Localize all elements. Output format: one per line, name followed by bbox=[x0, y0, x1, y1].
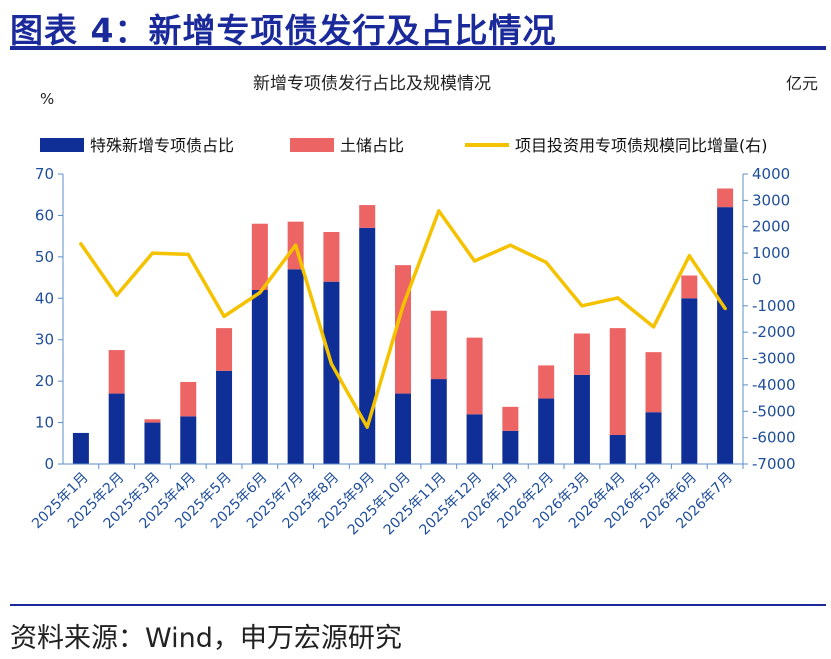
bar-land-reserve-share bbox=[573, 333, 590, 375]
y-tick-label-left: 10 bbox=[35, 414, 54, 432]
bar-special-share bbox=[681, 298, 698, 464]
y-tick-label-right: -2000 bbox=[752, 323, 796, 341]
bar-land-reserve-share bbox=[359, 205, 376, 228]
bar-land-reserve-share bbox=[609, 328, 626, 435]
bar-land-reserve-share bbox=[323, 232, 340, 282]
y-tick-label-left: 0 bbox=[44, 455, 54, 473]
y-tick-label-left: 30 bbox=[35, 331, 54, 349]
bar-land-reserve-share bbox=[466, 337, 483, 415]
bar-land-reserve-share bbox=[144, 419, 161, 423]
bar-land-reserve-share bbox=[645, 352, 662, 413]
y-tick-label-right: -1000 bbox=[752, 297, 796, 315]
y-tick-label-right: -3000 bbox=[752, 350, 796, 368]
line-point bbox=[508, 243, 512, 247]
title-rule bbox=[10, 46, 826, 50]
bar-special-share bbox=[287, 269, 304, 464]
line-point bbox=[687, 254, 691, 258]
y-tick-label-right: 0 bbox=[752, 270, 762, 288]
line-point bbox=[222, 314, 226, 318]
line-series bbox=[79, 209, 727, 429]
bar-special-share bbox=[216, 370, 233, 464]
line-point bbox=[580, 304, 584, 308]
bar-land-reserve-share bbox=[251, 223, 268, 290]
line-point bbox=[258, 291, 262, 295]
bar-land-reserve-share bbox=[430, 310, 447, 380]
line-point bbox=[401, 304, 405, 308]
y-axis-right-label: 亿元 bbox=[786, 74, 818, 93]
bar-special-share bbox=[359, 227, 376, 464]
y-tick-label-left: 40 bbox=[35, 289, 54, 307]
line-point bbox=[544, 260, 548, 264]
line-point bbox=[616, 296, 620, 300]
bar-special-share bbox=[180, 416, 197, 464]
legend-swatch-special bbox=[40, 138, 84, 152]
line-point bbox=[329, 362, 334, 366]
bar-special-share bbox=[645, 412, 662, 464]
y-tick-label-right: -4000 bbox=[752, 376, 796, 394]
legend-label: 特殊新增专项债占比 bbox=[90, 136, 234, 155]
bar-land-reserve-share bbox=[180, 381, 197, 417]
source-note: 资料来源：Wind，申万宏源研究 bbox=[10, 623, 402, 654]
bar-land-reserve-share bbox=[538, 365, 555, 399]
legend: 特殊新增专项债占比 土储占比 项目投资用专项债规模同比增量(右) bbox=[40, 136, 768, 155]
bar-special-share bbox=[538, 398, 555, 464]
line-point bbox=[186, 252, 190, 257]
line-point bbox=[437, 209, 441, 213]
line-point bbox=[150, 251, 155, 255]
y-tick-label-right: 1000 bbox=[752, 244, 790, 262]
y-tick-label-right: 2000 bbox=[752, 218, 790, 236]
bar-special-share bbox=[395, 393, 411, 464]
y-tick-label-left: 70 bbox=[35, 165, 54, 183]
bar-special-share bbox=[430, 379, 447, 464]
bar-special-share bbox=[144, 422, 161, 464]
bar-special-share bbox=[466, 414, 483, 464]
bar-land-reserve-share bbox=[681, 275, 698, 299]
bar-special-share bbox=[573, 374, 590, 464]
line-point bbox=[723, 306, 727, 311]
bar-special-share bbox=[323, 281, 340, 464]
y-tick-label-right: 3000 bbox=[752, 191, 790, 209]
y-tick-label-right: 4000 bbox=[752, 165, 790, 183]
y-axis-left-label: % bbox=[40, 90, 54, 108]
y-tick-label-right: -6000 bbox=[752, 429, 796, 447]
bars bbox=[72, 188, 734, 464]
line-point bbox=[294, 243, 298, 247]
chart: 新增专项债发行占比及规模情况 % 亿元 特殊新增专项债占比 土储占比 项目投资用专项… bbox=[29, 74, 818, 538]
legend-label: 项目投资用专项债规模同比增量(右) bbox=[515, 136, 768, 155]
bar-land-reserve-share bbox=[717, 188, 734, 208]
line-point bbox=[472, 259, 477, 263]
bar-land-reserve-share bbox=[502, 406, 519, 431]
bar-special-share bbox=[251, 290, 268, 464]
bar-special-share bbox=[108, 393, 125, 464]
bar-special-share bbox=[502, 430, 519, 464]
y-tick-label-left: 50 bbox=[35, 248, 54, 266]
bar-special-share bbox=[609, 435, 626, 464]
y-tick-label-left: 20 bbox=[35, 372, 54, 390]
bar-special-share bbox=[72, 432, 89, 464]
chart-title: 新增专项债发行占比及规模情况 bbox=[253, 74, 491, 94]
bar-land-reserve-share bbox=[216, 328, 233, 371]
bar-special-share bbox=[717, 207, 734, 464]
y-tick-label-right: -5000 bbox=[752, 402, 796, 420]
figure-title: 图表 4：新增专项债发行及占比情况 bbox=[10, 11, 557, 50]
footer-rule bbox=[10, 604, 826, 606]
axes: 0 10 20 30 40 50 60 70 -7000 -6000 -5000 -4000 -3000… bbox=[29, 165, 795, 538]
line-point bbox=[651, 325, 656, 329]
y-tick-label-right: -7000 bbox=[752, 455, 796, 473]
legend-swatch-land bbox=[290, 138, 334, 152]
bar-land-reserve-share bbox=[108, 350, 125, 394]
line-point bbox=[365, 425, 369, 429]
y-tick-label-left: 60 bbox=[35, 206, 54, 224]
line-point bbox=[79, 242, 83, 246]
legend-label: 土储占比 bbox=[340, 136, 404, 155]
line-point bbox=[115, 293, 119, 297]
